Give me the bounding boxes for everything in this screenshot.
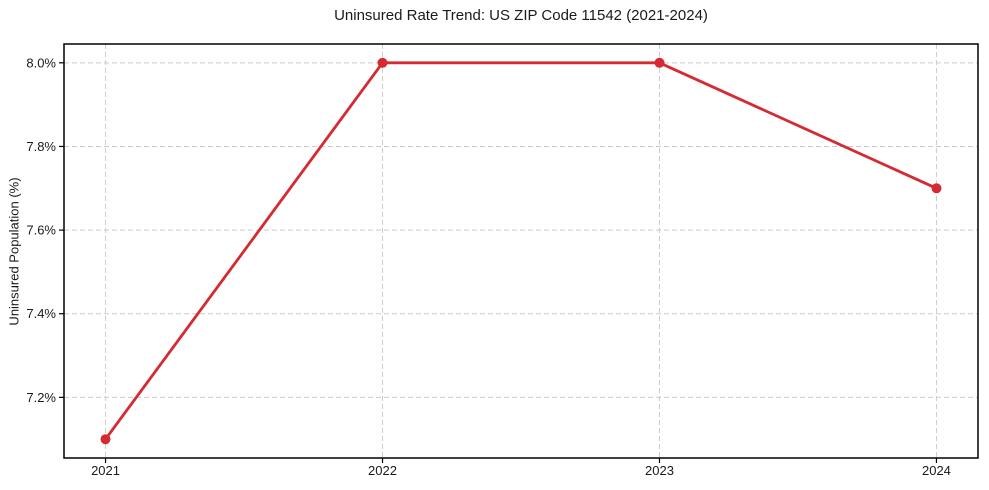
y-tick-label: 7.4% — [26, 306, 56, 321]
x-tick-label: 2023 — [645, 463, 674, 478]
axes-frame — [63, 43, 979, 459]
x-tick-label: 2021 — [91, 463, 120, 478]
data-point-marker — [377, 57, 388, 68]
x-tick-label: 2022 — [368, 463, 397, 478]
data-point-marker — [100, 434, 111, 445]
data-point-marker — [654, 57, 665, 68]
y-tick-label: 8.0% — [26, 55, 56, 70]
y-tick-label: 7.8% — [26, 139, 56, 154]
trend-line — [104, 61, 938, 441]
chart-title: Uninsured Rate Trend: US ZIP Code 11542 … — [334, 7, 708, 24]
y-tick-label: 7.6% — [26, 223, 56, 238]
y-tick-label: 7.2% — [26, 390, 56, 405]
x-tick-label: 2024 — [922, 463, 951, 478]
data-point-marker — [931, 183, 942, 194]
